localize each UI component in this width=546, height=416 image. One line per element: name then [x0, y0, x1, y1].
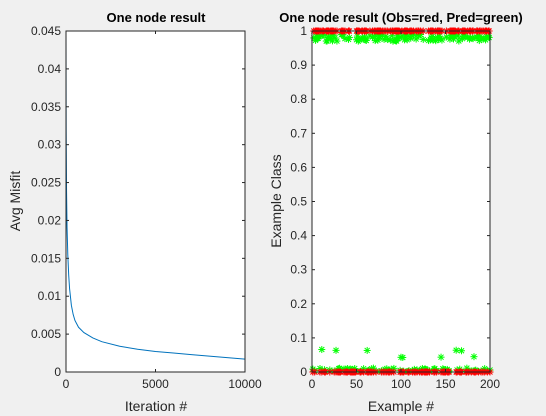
y-tick-label: 0 — [54, 365, 61, 379]
class-plot-area — [312, 31, 490, 372]
y-tick-label: 0.005 — [31, 327, 61, 341]
class-chart-title: One node result (Obs=red, Pred=green) — [279, 10, 522, 25]
x-tick-label: 0 — [63, 377, 70, 391]
y-tick-label: 0.9 — [290, 58, 307, 72]
misfit-chart-title: One node result — [107, 10, 207, 25]
class-chart: One node result (Obs=red, Pred=green) 0 5… — [268, 10, 523, 414]
y-tick-label: 0.3 — [290, 263, 307, 277]
y-tick-label: 0.025 — [31, 176, 61, 190]
y-tick-label: 0.04 — [38, 62, 62, 76]
predicted-point — [345, 33, 353, 41]
x-tick-label: 200 — [480, 377, 500, 391]
y-tick-label: 0.6 — [290, 160, 307, 174]
y-tick-label: 0.2 — [290, 297, 307, 311]
y-tick-label: 1 — [300, 24, 307, 38]
class-x-axis-label: Example # — [368, 398, 434, 414]
x-tick-label: 0 — [309, 377, 316, 391]
predicted-point — [363, 346, 371, 354]
y-tick-label: 0.8 — [290, 92, 307, 106]
y-tick-label: 0.01 — [38, 289, 62, 303]
predicted-point — [333, 37, 341, 45]
predicted-point — [450, 35, 458, 43]
predicted-point — [470, 353, 478, 361]
x-tick-label: 50 — [350, 377, 364, 391]
y-tick-label: 0.045 — [31, 24, 61, 38]
misfit-plot-area — [66, 31, 245, 372]
y-tick-label: 0.035 — [31, 100, 61, 114]
predicted-point — [399, 353, 407, 361]
predicted-point — [318, 346, 326, 354]
misfit-ticks: 0 5000 10000 0 0.005 0.01 0.015 0.02 0.025 0.03 0.… — [31, 24, 262, 391]
predicted-point — [332, 346, 340, 354]
y-tick-label: 0.4 — [290, 229, 307, 243]
class-ticks: 0 50 100 150 200 0 0.1 0.2 0.3 0.4 0.5 0.6 0.7 0.8 0.9… — [290, 24, 500, 391]
predicted-point — [458, 347, 466, 355]
predicted-point — [362, 36, 370, 44]
y-tick-label: 0 — [300, 365, 307, 379]
misfit-x-axis-label: Iteration # — [125, 398, 187, 414]
predicted-point — [437, 353, 445, 361]
predicted-point — [485, 34, 493, 42]
misfit-series-line — [65, 30, 246, 360]
x-tick-label: 5000 — [142, 377, 169, 391]
misfit-chart: One node result 0 5000 10000 0 0.005 0.01 0.01… — [7, 10, 262, 414]
x-tick-label: 150 — [435, 377, 455, 391]
misfit-y-axis-label: Avg Misfit — [7, 171, 23, 232]
y-tick-label: 0.5 — [290, 195, 307, 209]
class-y-axis-label: Example Class — [268, 154, 284, 247]
y-tick-label: 0.015 — [31, 251, 61, 265]
predicted-point — [452, 346, 460, 354]
predicted-point — [419, 35, 427, 43]
misfit-marks — [65, 30, 246, 360]
predicted-point — [328, 37, 336, 45]
predicted-point — [438, 36, 446, 44]
predicted-point — [455, 37, 463, 45]
y-tick-label: 0.02 — [38, 213, 62, 227]
x-tick-label: 100 — [391, 377, 411, 391]
x-tick-label: 10000 — [228, 377, 262, 391]
y-tick-label: 0.03 — [38, 138, 62, 152]
y-tick-label: 0.7 — [290, 126, 307, 140]
y-tick-label: 0.1 — [290, 331, 307, 345]
